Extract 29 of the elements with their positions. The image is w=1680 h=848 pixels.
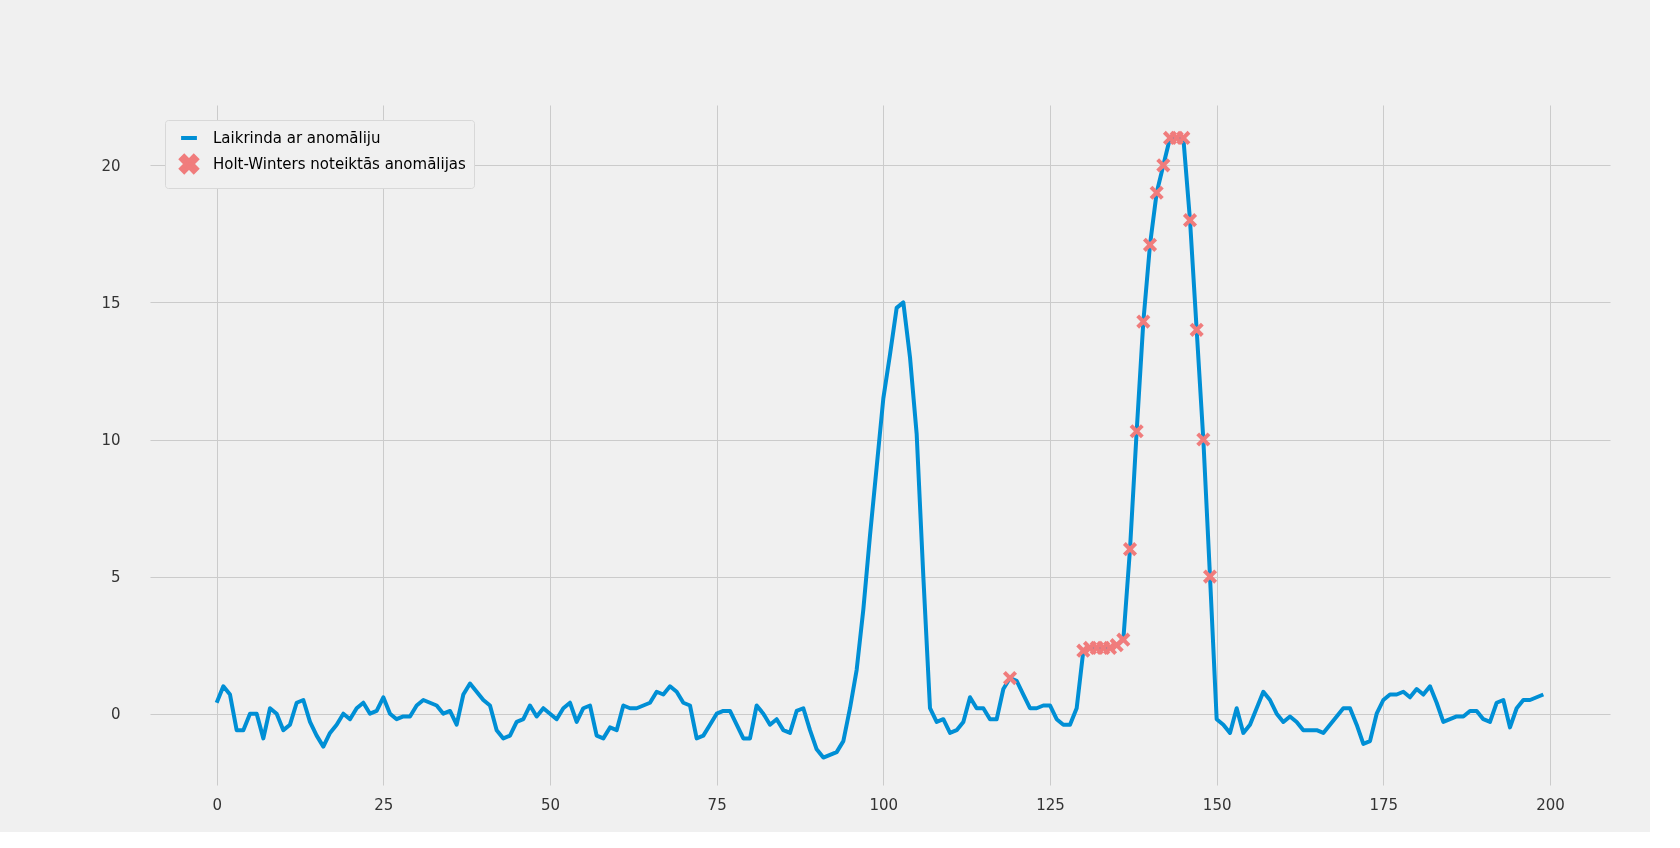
x-tick-label: 150 xyxy=(1202,795,1232,814)
legend-label: Holt-Winters noteiktās anomālijas xyxy=(213,155,467,173)
point xyxy=(1156,158,1171,173)
point xyxy=(1176,130,1191,145)
point xyxy=(1149,185,1164,200)
x-tick-label: 75 xyxy=(707,795,727,814)
point xyxy=(1196,432,1211,447)
x-tick-label: 125 xyxy=(1036,795,1065,814)
point xyxy=(1136,314,1151,329)
y-tick-label: 20 xyxy=(101,156,121,175)
point xyxy=(1189,322,1204,337)
x-tick-label: 25 xyxy=(374,795,394,814)
point xyxy=(1202,569,1218,584)
point xyxy=(1002,670,1018,686)
x-tick-label: 175 xyxy=(1369,795,1399,814)
y-tick-label: 15 xyxy=(101,293,121,312)
x-tick-label: 50 xyxy=(540,795,561,814)
y-tick-label: 5 xyxy=(110,568,121,587)
point xyxy=(1116,632,1131,647)
point xyxy=(1182,213,1198,228)
y-tick-label: 10 xyxy=(101,431,121,450)
x-tick-label: 200 xyxy=(1536,795,1565,814)
x-tick-label: 0 xyxy=(212,795,222,814)
point xyxy=(1142,237,1158,252)
point xyxy=(1122,542,1138,557)
y-tick-label: 0 xyxy=(110,705,121,724)
x-tick-label: 100 xyxy=(869,795,899,814)
point xyxy=(1129,424,1144,439)
legend-label: Laikrinda ar anomāliju xyxy=(213,129,381,147)
